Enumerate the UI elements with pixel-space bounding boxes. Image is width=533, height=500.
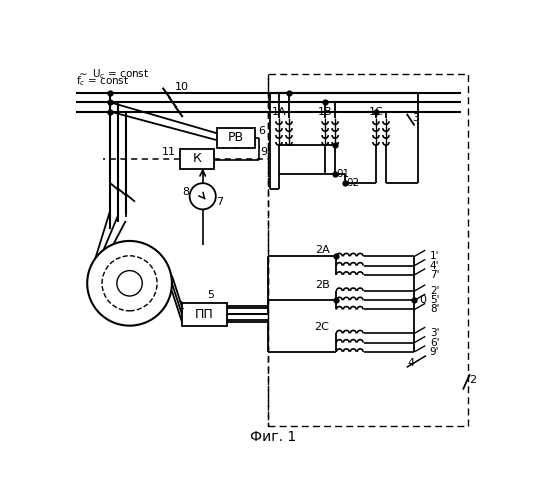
Text: 0: 0 [419,295,426,305]
Text: 3': 3' [430,328,439,338]
Text: $\sim$ U$_c$ = const: $\sim$ U$_c$ = const [76,67,149,81]
Text: 4': 4' [430,260,439,270]
Text: 1С: 1С [369,106,383,117]
Text: 6': 6' [430,338,439,347]
Text: f$_c$ = const: f$_c$ = const [76,74,129,88]
Bar [182,302,227,326]
Text: 01: 01 [337,169,350,179]
Text: 8': 8' [430,304,439,314]
Text: 9: 9 [261,148,268,158]
Text: 8: 8 [182,188,189,198]
Text: 10: 10 [175,82,189,92]
Text: 1': 1' [430,252,439,262]
Text: 1: 1 [177,302,184,312]
Text: 2: 2 [470,374,477,384]
Text: 2С: 2С [314,322,329,332]
Circle shape [87,241,172,326]
Text: РВ: РВ [228,132,244,144]
Text: 9': 9' [430,347,439,357]
Text: 2В: 2В [314,280,329,290]
Text: 7': 7' [430,270,439,280]
Bar [268,74,469,426]
Text: 7: 7 [216,198,223,207]
Text: 4: 4 [407,358,414,368]
Text: 1А: 1А [272,106,286,117]
Text: 11: 11 [162,148,176,158]
Text: 2А: 2А [314,245,329,255]
Text: ПП: ПП [195,308,214,320]
Bar [216,128,255,148]
Bar [180,148,214,169]
Text: 3: 3 [413,113,419,122]
Text: 6: 6 [258,126,265,136]
Text: 2': 2' [430,286,439,296]
Text: 5: 5 [207,290,214,300]
Text: Фиг. 1: Фиг. 1 [249,430,296,444]
Text: К: К [192,152,201,165]
Circle shape [190,183,216,210]
Text: 02: 02 [346,178,360,188]
Text: 5': 5' [430,295,439,305]
Text: 1В: 1В [318,106,333,117]
